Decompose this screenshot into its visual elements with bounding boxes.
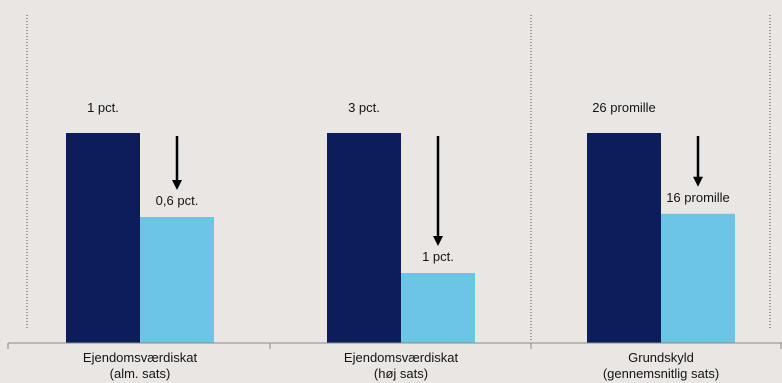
- group-separators: [26, 15, 771, 340]
- category-label-0: Ejendomsværdiskat: [83, 350, 198, 365]
- category-label-2: Grundskyld: [628, 350, 694, 365]
- bar-series-1-category-2: [661, 213, 735, 343]
- arrow-down-icon: [433, 136, 443, 246]
- decrease-arrows: [172, 136, 703, 246]
- category-sublabel-0: (alm. sats): [110, 366, 171, 381]
- bars: [66, 133, 735, 343]
- bar-series-0-category-2: [587, 133, 661, 343]
- data-label-series-1-category-0: 0,6 pct.: [156, 193, 199, 208]
- data-label-series-0-category-0: 1 pct.: [87, 100, 119, 115]
- data-label-series-0-category-2: 26 promille: [592, 100, 656, 115]
- bar-series-0-category-0: [66, 133, 140, 343]
- bar-series-1-category-0: [140, 217, 214, 343]
- x-axis: [7, 342, 782, 349]
- data-label-series-0-category-1: 3 pct.: [348, 100, 380, 115]
- arrow-down-icon: [172, 136, 182, 190]
- bar-series-1-category-1: [401, 273, 475, 343]
- category-sublabel-1: (høj sats): [374, 366, 428, 381]
- data-labels: 1 pct. 0,6 pct. 3 pct. 1 pct. 26 promille 16 …: [87, 100, 730, 264]
- arrow-down-icon: [693, 136, 703, 187]
- data-label-series-1-category-2: 16 promille: [666, 190, 730, 205]
- category-labels: Ejendomsværdiskat(alm. sats)Ejendomsværd…: [83, 350, 719, 381]
- category-label-1: Ejendomsværdiskat: [344, 350, 459, 365]
- category-sublabel-2: (gennemsnitlig sats): [603, 366, 719, 381]
- data-label-series-1-category-1: 1 pct.: [422, 249, 454, 264]
- bar-series-0-category-1: [327, 133, 401, 343]
